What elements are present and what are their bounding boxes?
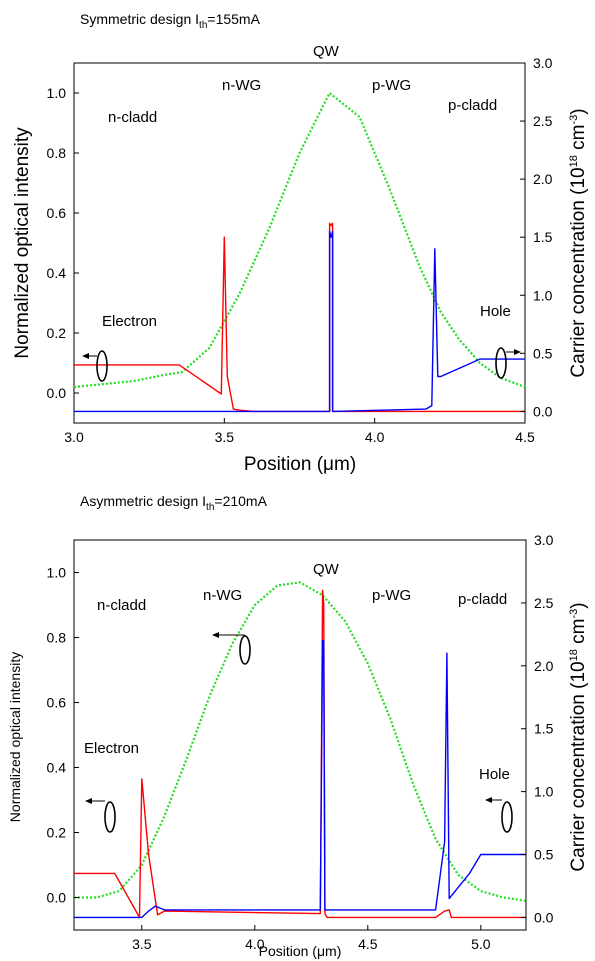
region-label-p-cladd: p-cladd [458,591,507,608]
x-axis-label: Position (μm) [259,943,342,959]
x-tick-label: 3.5 [215,429,235,445]
right-axis-marker-arrowhead [485,797,492,803]
y-axis-label: Normalized optical intensity [7,652,23,822]
y-tick-label: 1.0 [47,85,67,101]
region-label-qw: QW [313,43,340,60]
panel-symmetric: Symmetric design Ith=155mA 3.0 3.5 4.0 4.5 0… [12,11,589,475]
y2-tick-label: 2.0 [534,658,554,674]
region-label-n-wg: n-WG [203,587,242,604]
y-tick-label: 1.0 [47,565,67,581]
annotation-electron: Electron [102,313,157,330]
right-axis-marker-ellipse [502,802,512,832]
y-tick-label: 0.4 [47,265,67,281]
region-label-n-wg: n-WG [222,77,261,94]
y2-tick-label: 3.0 [534,532,554,548]
y2-axis-label: Carrier concentration (1018 cm-3) [568,108,589,377]
y-tick-label: 0.2 [47,325,67,341]
y-tick-label: 0.0 [47,385,67,401]
x-tick-label: 3.0 [64,429,84,445]
panel-title: Symmetric design Ith=155mA [80,11,261,31]
x-tick-label: 3.5 [132,936,152,952]
y2-tick-label: 0.0 [534,909,554,925]
y2-tick-label: 2.0 [533,171,553,187]
region-label-qw: QW [313,561,340,578]
plot-area [74,582,526,917]
left-axis-marker-ellipse [97,351,107,381]
plot-area [74,93,525,411]
y2-tick-label: 2.5 [534,595,554,611]
y2-tick-label: 1.0 [533,287,553,303]
y2-tick-label: 3.0 [533,55,553,71]
left-axis-marker-arrowhead [212,632,219,638]
region-label-p-cladd: p-cladd [448,97,497,114]
annotation-hole: Hole [479,766,510,783]
region-label-n-cladd: n-cladd [108,109,157,126]
y-tick-label: 0.6 [47,695,67,711]
region-label-n-cladd: n-cladd [97,597,146,614]
y2-tick-label: 1.0 [534,784,554,800]
y2-tick-label: 1.5 [534,721,554,737]
electron-concentration-series [74,590,526,917]
y-tick-label: 0.6 [47,205,67,221]
panel-asymmetric: Asymmetric design Ith=210mA 3.5 4.0 4.5 5.0… [7,493,589,959]
x-tick-label: 5.0 [471,936,491,952]
y2-tick-label: 1.5 [533,229,553,245]
region-label-p-wg: p-WG [372,587,411,604]
y2-tick-label: 0.0 [533,403,553,419]
x-tick-label: 4.5 [515,429,535,445]
y-tick-label: 0.8 [47,630,67,646]
x-tick-label: 4.0 [365,429,385,445]
left-axis-marker-ellipse [105,802,115,832]
panel-title: Asymmetric design Ith=210mA [80,493,268,513]
y2-tick-label: 0.5 [533,345,553,361]
optical-intensity-series [74,582,526,901]
annotation-hole: Hole [480,303,511,320]
x-axis-label: Position (μm) [244,454,356,475]
right-axis-marker-arrowhead [514,349,521,355]
region-label-p-wg: p-WG [372,77,411,94]
right-axis-marker-ellipse [496,348,506,378]
left-axis-marker-arrowhead [82,353,89,359]
y-tick-label: 0.2 [47,825,67,841]
left-axis-marker-ellipse [240,636,250,664]
x-tick-label: 4.5 [358,936,378,952]
annotation-electron: Electron [84,740,139,757]
y2-axis-label: Carrier concentration (1018 cm-3) [568,602,589,871]
optical-intensity-series [74,93,525,387]
y-axis-label: Normalized optical intensity [12,127,33,359]
y2-tick-label: 0.5 [534,847,554,863]
left-axis-marker-arrowhead [85,798,92,804]
y-tick-label: 0.4 [47,760,67,776]
y-tick-label: 0.0 [47,890,67,906]
y-tick-label: 0.8 [47,145,67,161]
y2-tick-label: 2.5 [533,113,553,129]
